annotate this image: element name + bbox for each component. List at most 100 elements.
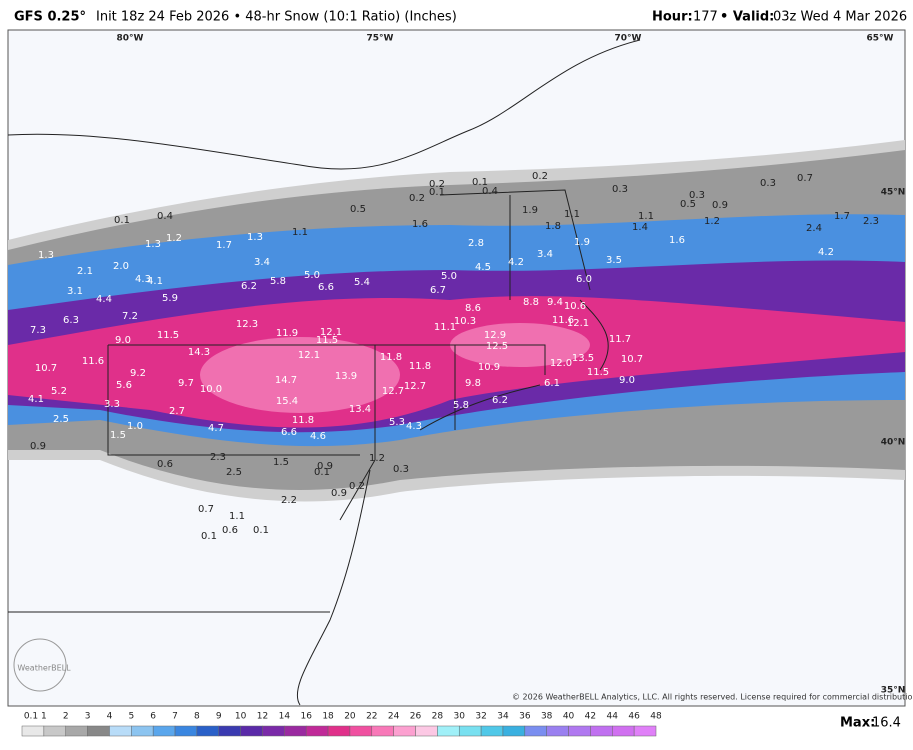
snow-value: 0.9 [317, 461, 333, 472]
snow-value: 0.5 [350, 204, 366, 215]
snow-value: 11.5 [587, 367, 609, 378]
model: GFS 0.25° [14, 10, 86, 25]
colorbar-swatch [152, 725, 176, 737]
snow-value: 1.1 [638, 211, 654, 222]
snow-value: 13.5 [572, 353, 594, 364]
colorbar-swatch [284, 725, 307, 737]
colorbar-swatch [218, 725, 241, 737]
snow-value: 5.3 [389, 417, 405, 428]
colorbar-label: 36 [519, 712, 531, 722]
snow-value: 10.0 [200, 384, 222, 395]
valid-label: • Valid: [720, 10, 774, 25]
colorbar-label: 38 [541, 712, 553, 722]
colorbar-label: 5 [128, 712, 134, 722]
snow-value: 3.4 [537, 249, 553, 260]
snow-value: 0.3 [612, 184, 628, 195]
snow-value: 0.2 [429, 179, 445, 190]
snow-value: 1.4 [632, 222, 648, 233]
colorbar-label: 4 [107, 712, 113, 722]
snow-value: 1.5 [273, 457, 289, 468]
snow-value: 1.1 [229, 511, 245, 522]
snow-value: 0.5 [680, 199, 696, 210]
colorbar-swatch [43, 725, 66, 737]
snow-value: 0.3 [689, 190, 705, 201]
header-bg [0, 0, 913, 29]
colorbar-label: 9 [216, 712, 222, 722]
snow-value: 3.1 [67, 286, 83, 297]
snow-value: 11.8 [380, 352, 402, 363]
snow-value: 1.9 [574, 237, 590, 248]
snow-value: 11.6 [82, 356, 104, 367]
snow-value: 5.2 [51, 386, 67, 397]
snow-value: 6.2 [241, 281, 257, 292]
snow-value: 1.7 [216, 240, 232, 251]
snow-value: 6.3 [63, 315, 79, 326]
colorbar-swatch [109, 725, 132, 737]
snow-value: 0.1 [114, 215, 130, 226]
colorbar-swatch [174, 725, 198, 737]
snow-value: 2.5 [226, 467, 242, 478]
snow-value: 0.9 [712, 200, 728, 211]
colorbar-swatch [305, 725, 329, 737]
snow-value: 2.1 [77, 266, 93, 277]
snow-value: 12.9 [484, 330, 506, 341]
snow-value: 0.3 [760, 178, 776, 189]
snow-value: 4.6 [310, 431, 326, 442]
snow-value: 12.0 [550, 358, 572, 369]
snow-value: 5.6 [116, 380, 132, 391]
snow-value: 11.5 [157, 330, 179, 341]
snow-value: 6.0 [576, 274, 592, 285]
colorbar-label: 2 [63, 712, 69, 722]
snow-value: 1.2 [704, 216, 720, 227]
max-label: Max: [840, 716, 875, 731]
snow-value: 5.8 [453, 400, 469, 411]
snow-value: 1.3 [38, 250, 54, 261]
colorbar-label: 20 [344, 712, 356, 722]
snow-value: 0.7 [198, 504, 214, 515]
colorbar-swatch [480, 725, 504, 737]
colorbar-swatch [502, 725, 526, 737]
colorbar-swatch [415, 725, 438, 737]
colorbar-swatch [590, 725, 613, 737]
snow-value: 2.3 [210, 452, 226, 463]
snow-value: 2.8 [468, 238, 484, 249]
grid-label: 40°N [881, 438, 906, 448]
snow-value: 12.3 [236, 319, 258, 330]
snow-value: 9.0 [619, 375, 635, 386]
snow-value: 9.2 [130, 368, 146, 379]
colorbar-swatch [131, 725, 154, 737]
snow-value: 0.6 [157, 459, 173, 470]
snow-value: 0.9 [331, 488, 347, 499]
logo: WeatherBELL [13, 638, 71, 692]
snow-value: 14.7 [275, 375, 297, 386]
colorbar-swatch [393, 725, 416, 737]
snow-value: 0.1 [201, 531, 217, 542]
snow-value: 9.4 [547, 297, 563, 308]
max-value: 16.4 [872, 716, 901, 731]
colorbar-label: 0.1 [24, 712, 38, 722]
colorbar-swatch [65, 725, 88, 737]
colorbar-label: 26 [410, 712, 422, 722]
colorbar-swatch [524, 725, 547, 737]
snow-value: 13.4 [349, 404, 371, 415]
colorbar-label: 32 [475, 712, 486, 722]
valid: 03z Wed 4 Mar 2026 [773, 10, 907, 25]
snow-value: 12.1 [320, 327, 342, 338]
colorbar-label: 24 [388, 712, 400, 722]
colorbar-label: 8 [194, 712, 200, 722]
snow-value: 8.8 [523, 297, 539, 308]
snow-value: 11.8 [409, 361, 431, 372]
snow-value: 1.1 [564, 209, 580, 220]
snow-value: 11.7 [609, 334, 631, 345]
colorbar-label: 42 [585, 712, 596, 722]
snow-value: 6.2 [492, 395, 508, 406]
colorbar-label: 3 [85, 712, 91, 722]
copyright: © 2026 WeatherBELL Analytics, LLC. All r… [512, 693, 913, 702]
snow-value: 5.9 [162, 293, 178, 304]
snow-value: 4.5 [475, 262, 491, 273]
snow-value: 0.1 [472, 177, 488, 188]
snow-value: 1.6 [669, 235, 685, 246]
logo-text: WeatherBELL [17, 664, 71, 673]
